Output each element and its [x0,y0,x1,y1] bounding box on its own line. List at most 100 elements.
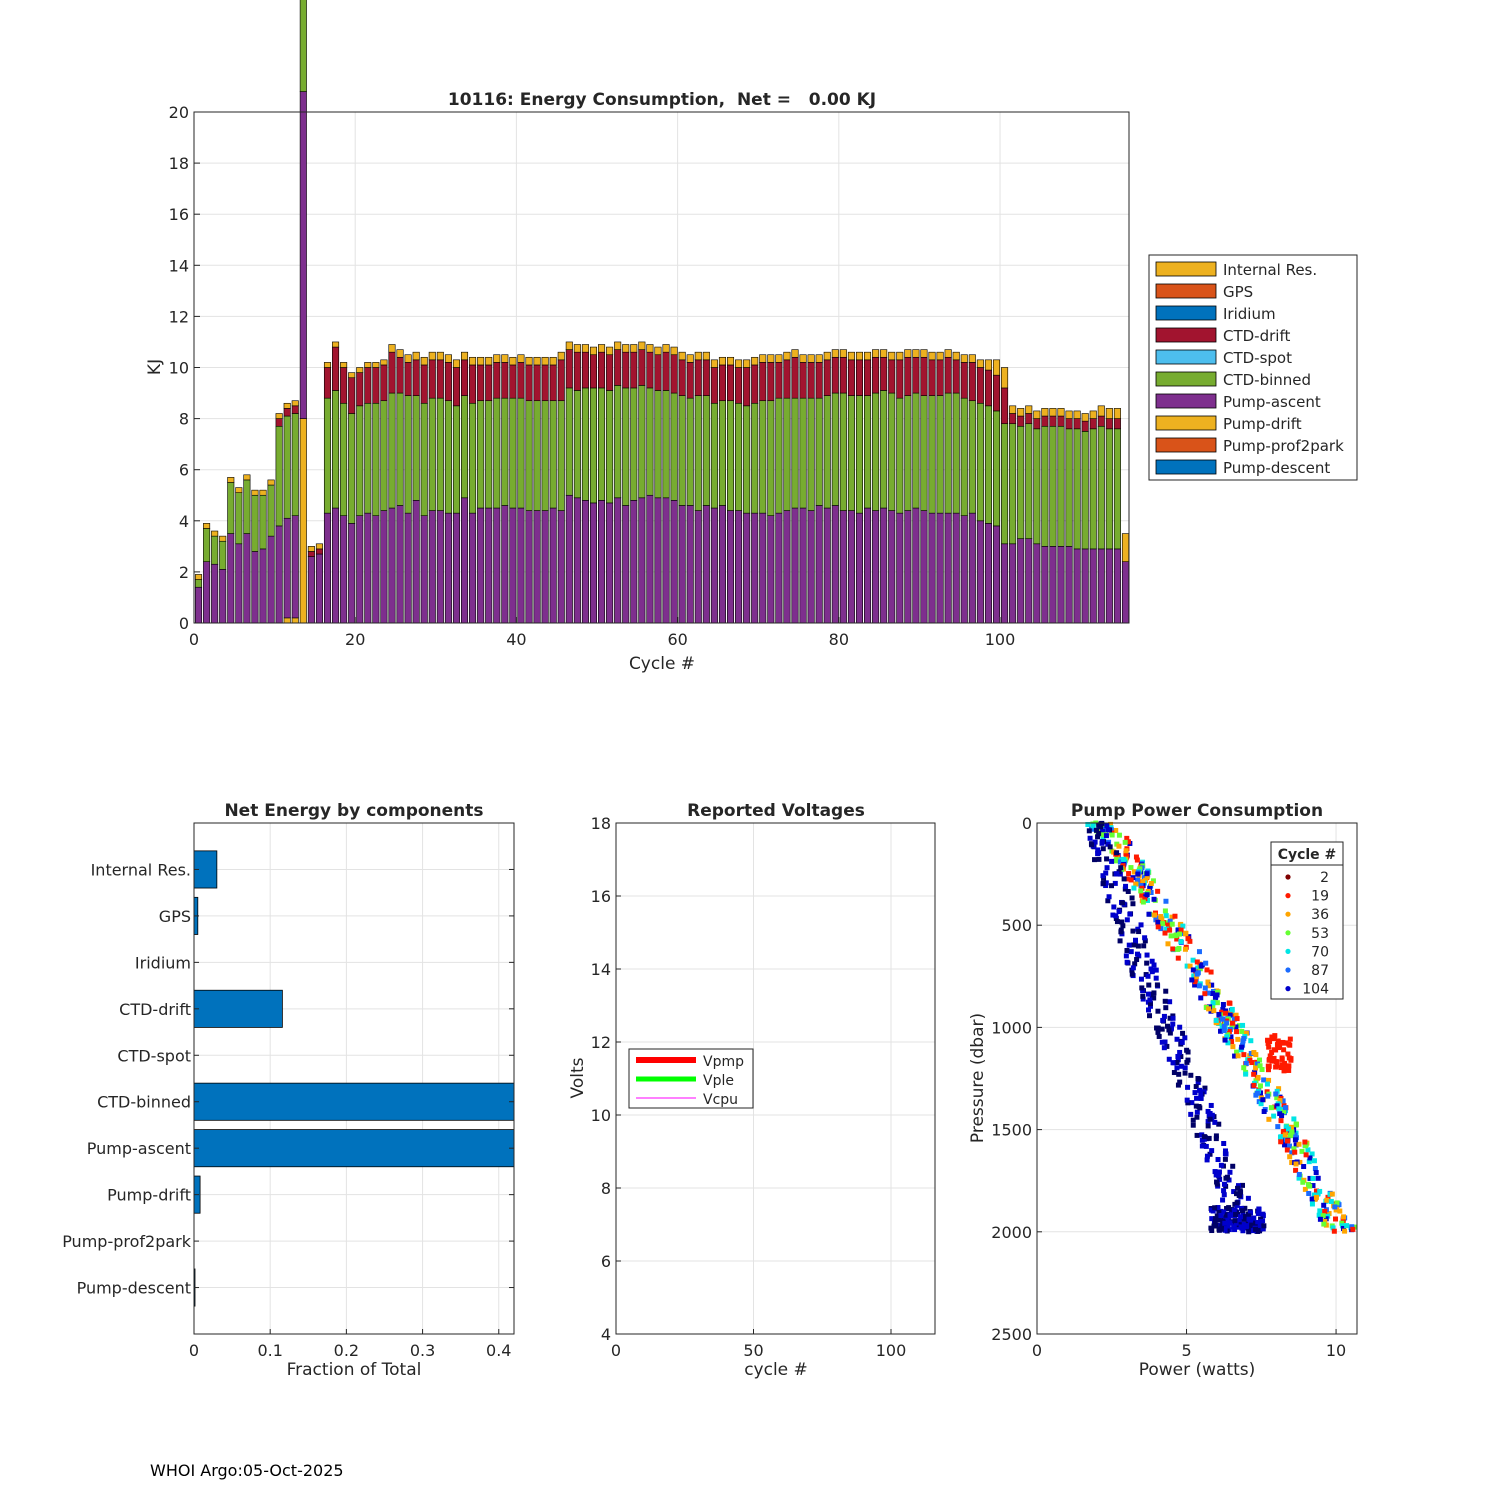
energy-bar-pump-ascent [751,512,759,624]
pump-point [1213,1133,1219,1139]
pump-point [1258,1218,1264,1224]
pump-point [1233,1012,1239,1018]
energy-bar-internal-res [243,474,251,481]
energy-bar-internal-res [211,530,219,537]
pump-point [1260,1097,1266,1103]
pump-legend-title: Cycle # [1278,847,1337,863]
pump-point [1124,835,1130,841]
energy-ticks: 0 20 40 60 80 100 0 2 4 6 8 10 12 14 16 18 20 [169,103,1016,649]
pump-point [1155,1008,1161,1014]
energy-bar-pump-ascent [283,517,291,619]
energy-bar-ctd-binned [235,492,243,545]
pump-point [1142,935,1148,941]
energy-y-tick-label: 10 [169,359,189,378]
pump-point [1248,1210,1254,1216]
pump-point [1109,883,1115,889]
pump-point [1265,1067,1271,1073]
energy-bar-ctd-binned [864,395,872,509]
pump-point [1254,1090,1260,1096]
pump-point [1234,1016,1240,1022]
energy-bar-internal-res [291,400,299,407]
energy-bar-pump-ascent [1033,543,1041,624]
energy-title: 10116: Energy Consumption, Net = 0.00 KJ [448,90,876,110]
pump-point [1297,1159,1303,1165]
pump-point [1170,1060,1176,1066]
energy-bar-pump-ascent [219,569,227,624]
energy-bar-pump-ascent [203,561,211,624]
pump-point [1313,1188,1319,1194]
pump-point [1229,1039,1235,1045]
pump-point [1248,1050,1254,1056]
energy-bar-ctd-binned [1001,423,1009,545]
vcpu-legend-label: Vcpu [703,1092,738,1108]
components-category-label: Pump-descent [77,1279,191,1298]
energy-bar-pump-ascent [332,507,340,624]
energy-bar-pump-ascent [444,512,452,624]
pump-point [1151,896,1157,902]
energy-bar-ctd-binned [332,390,340,509]
energy-bar-ctd-binned [1105,428,1113,550]
pump-point [1310,1183,1316,1189]
pump-point [1104,823,1110,829]
energy-bar-pump-ascent [654,497,662,624]
energy-bar-ctd-binned [1033,428,1041,545]
pump-point [1124,876,1130,882]
pump-ylabel: Pressure (dbar) [968,1013,988,1143]
energy-bar-ctd-binned [904,395,912,511]
pump-point [1100,835,1106,841]
pump-point [1202,1085,1208,1091]
pump-point [1151,990,1157,996]
energy-bar-internal-res [839,349,847,358]
pump-point [1194,971,1200,977]
pump-point [1226,1000,1232,1006]
pump-point [1155,919,1161,925]
pump-point [1269,1034,1275,1040]
pump-point [1150,878,1156,884]
pump-point [1119,919,1125,925]
energy-bar-ctd-drift [541,364,549,402]
pump-point [1162,930,1168,936]
pump-point [1158,926,1164,932]
pump-point [1248,1038,1254,1044]
pump-point [1116,832,1122,838]
energy-bar-internal-res [493,354,501,363]
energy-legend-swatch [1155,261,1217,277]
pump-point [1113,858,1119,864]
energy-bar-ctd-binned [759,400,767,514]
pump-point [1223,1175,1229,1181]
energy-bar-internal-res [340,362,348,368]
pump-point [1217,1176,1223,1182]
pump-point [1161,1013,1167,1019]
components-x-tick-label: 0.4 [486,1341,511,1360]
energy-bar-ctd-drift [670,354,678,394]
pump-point [1140,879,1146,885]
pump-point [1334,1200,1340,1206]
energy-bar-pump-ascent [259,548,267,624]
pump-point [1183,931,1189,937]
pump-point [1155,888,1161,894]
energy-legend-swatch [1155,415,1217,431]
pump-point [1177,1024,1183,1030]
energy-bar-pump-ascent [638,497,646,624]
pump-point [1226,1215,1232,1221]
energy-bar-internal-res [670,346,678,356]
energy-bar-ctd-binned [452,405,460,514]
pump-point [1129,895,1135,901]
pump-point [1135,871,1141,877]
energy-bar-internal-res [791,349,799,358]
pump-point [1109,832,1115,838]
pump-point [1096,850,1102,856]
energy-bar-internal-res [718,356,726,366]
pump-point [1126,942,1132,948]
energy-bar-internal-res [525,356,533,366]
pump-point [1104,856,1110,862]
energy-bar-pump-ascent [1001,543,1009,624]
energy-bar-pump-ascent [662,497,670,624]
energy-bar-pump-ascent [1009,543,1017,624]
energy-bar-ctd-drift [928,359,936,396]
energy-bar-ctd-drift [291,405,299,414]
pump-point [1266,1044,1272,1050]
pump-point [1330,1225,1336,1231]
components-bar [193,989,283,1028]
energy-bar-pump-ascent [710,507,718,624]
